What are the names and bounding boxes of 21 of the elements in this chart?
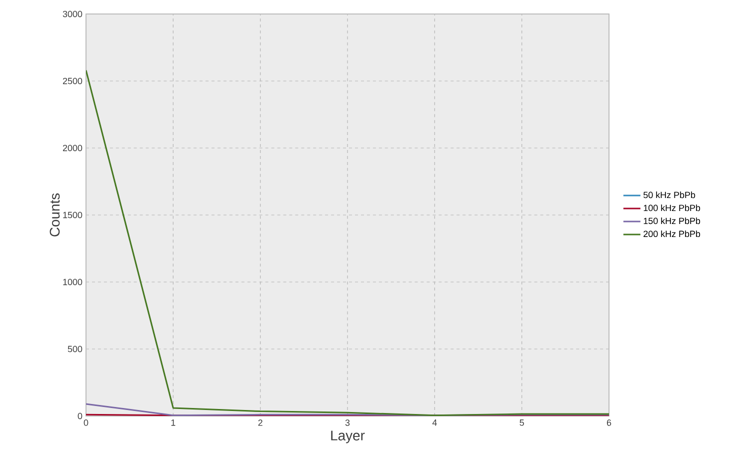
legend-label: 100 kHz PbPb xyxy=(644,204,700,212)
x-tick-label: 6 xyxy=(606,420,612,426)
y-tick-label: 2500 xyxy=(62,78,82,84)
legend-label: 50 kHz PbPb xyxy=(644,192,696,198)
y-tick-label: 0 xyxy=(78,412,82,420)
y-tick-label: 1500 xyxy=(63,212,82,218)
legend-label: 150 kHz PbPb xyxy=(644,217,700,224)
y-axis-title: Counts xyxy=(50,193,60,236)
x-tick-label: 2 xyxy=(258,420,262,426)
line-series xyxy=(86,70,609,416)
x-tick-label: 5 xyxy=(520,420,524,426)
x-tick-label: 4 xyxy=(432,420,437,426)
x-tick-label: 3 xyxy=(345,420,350,426)
legend-label: 200 kHz PbPb xyxy=(644,230,700,238)
y-tick-label: 3000 xyxy=(62,10,82,18)
x-tick-label: 0 xyxy=(84,420,88,426)
y-tick-label: 2000 xyxy=(62,144,82,152)
y-tick-label: 1000 xyxy=(63,278,82,286)
x-tick-label: 1 xyxy=(171,420,176,426)
x-axis-title: Layer xyxy=(331,430,365,444)
y-tick-label: 500 xyxy=(68,346,82,352)
